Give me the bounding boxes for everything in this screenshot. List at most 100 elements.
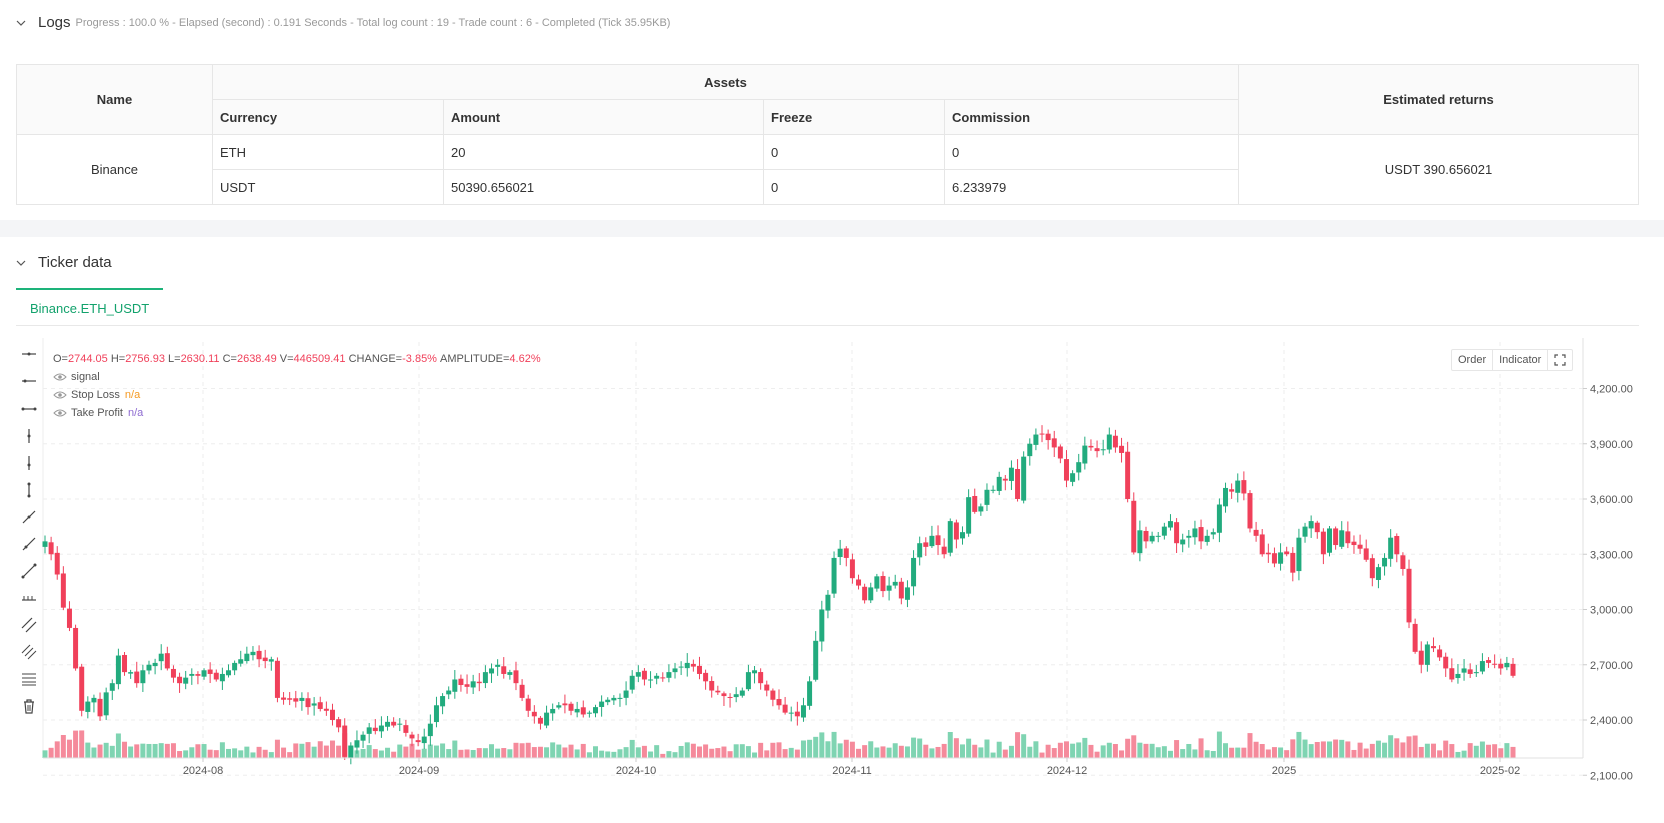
volume-bar [1167, 750, 1173, 758]
candle-body [727, 696, 733, 698]
tab-binance-eth-usdt[interactable]: Binance.ETH_USDT [16, 288, 164, 326]
candle-body [164, 653, 170, 669]
indicator-button[interactable]: Indicator [1492, 350, 1547, 370]
volume-bar [794, 749, 800, 758]
volume-bar [122, 741, 128, 758]
volume-bar [1437, 750, 1443, 758]
trash-icon[interactable] [18, 695, 40, 717]
volume-bar [452, 740, 458, 758]
volume-bar [54, 741, 60, 758]
horizontal-segment-icon[interactable] [18, 398, 40, 420]
volume-bar [1296, 731, 1302, 758]
candle-body [953, 522, 959, 540]
volume-bar [696, 746, 702, 758]
candle-body [972, 495, 978, 512]
candle-body [1351, 541, 1357, 546]
candle-body [788, 712, 794, 714]
price-range-icon[interactable] [18, 587, 40, 609]
candle-body [232, 662, 238, 671]
segment-icon[interactable] [18, 560, 40, 582]
volume-bar [1357, 742, 1363, 758]
logs-header[interactable]: Logs Progress : 100.0 % - Elapsed (secon… [16, 14, 670, 31]
take-profit-legend-item[interactable]: Take Profit n/a [53, 404, 541, 422]
volume-bar [1008, 745, 1014, 758]
candle-body [544, 712, 550, 726]
chevron-down-icon[interactable] [16, 18, 26, 28]
candle-body [666, 672, 672, 678]
candle-body [287, 698, 293, 700]
volume-bar [1369, 743, 1375, 758]
volume-bar [519, 743, 525, 758]
volume-bar [238, 750, 244, 758]
candle-body [360, 734, 366, 741]
candle-body [170, 668, 176, 678]
candle-body [580, 707, 586, 715]
volume-bar [807, 739, 813, 758]
eye-icon[interactable] [53, 390, 67, 400]
x-tick-label: 2025 [1272, 765, 1296, 777]
ticker-header[interactable]: Ticker data [16, 254, 112, 271]
parallel-channel-icon[interactable] [18, 614, 40, 636]
volume-bar [385, 747, 391, 758]
candle-body [54, 552, 60, 575]
fib-retracement-icon[interactable] [18, 668, 40, 690]
candle-body [819, 609, 825, 642]
eye-icon[interactable] [53, 408, 67, 418]
volume-bar [207, 749, 213, 758]
volume-bar [739, 744, 745, 758]
commission-cell: 0 [944, 134, 1239, 170]
candle-body [183, 677, 189, 684]
vertical-line-icon[interactable] [18, 425, 40, 447]
volume-bar [1210, 750, 1216, 758]
candle-body [1259, 534, 1265, 555]
candle-body [329, 709, 335, 720]
volume-bar [177, 751, 183, 758]
candle-body [770, 690, 776, 700]
candle-body [635, 672, 641, 677]
candle-body [48, 542, 54, 555]
eye-icon[interactable] [53, 372, 67, 382]
candle-body [1375, 567, 1381, 580]
volume-bar [1216, 731, 1222, 758]
chevron-down-icon[interactable] [16, 258, 26, 268]
candlestick-chart[interactable]: 4,200.00 3,900.00 3,600.00 3,300.00 3,000.00… [0, 338, 1664, 823]
candle-body [1088, 445, 1094, 448]
fib-channel-icon[interactable] [18, 641, 40, 663]
volume-bar [1186, 743, 1192, 758]
volume-bar [788, 747, 794, 758]
horizontal-ray-icon[interactable] [18, 370, 40, 392]
fullscreen-icon[interactable] [1547, 350, 1572, 370]
candle-body [984, 489, 990, 505]
volume-bar [85, 742, 91, 758]
volume-bar [1461, 750, 1467, 758]
y-tick-label: 3,300.00 [1590, 549, 1633, 561]
candle-body [336, 719, 342, 728]
x-tick-label: 2024-10 [616, 765, 656, 777]
candle-body [629, 675, 635, 690]
candle-body [391, 721, 397, 726]
candle-body [1070, 473, 1076, 482]
trend-line-icon[interactable] [18, 506, 40, 528]
volume-bar [1021, 734, 1027, 758]
volume-bar [629, 739, 635, 758]
chart-panel[interactable]: 4,200.00 3,900.00 3,600.00 3,300.00 3,000.00… [0, 338, 1664, 823]
horizontal-line-icon[interactable] [18, 343, 40, 365]
candle-body [1045, 433, 1051, 441]
stop-loss-legend-item[interactable]: Stop Loss n/a [53, 386, 541, 404]
ray-icon[interactable] [18, 533, 40, 555]
order-button[interactable]: Order [1458, 354, 1487, 366]
volume-bar [862, 745, 868, 758]
signal-legend-item[interactable]: signal [53, 368, 541, 386]
volume-bar [1455, 751, 1461, 758]
vertical-ray-icon[interactable] [18, 452, 40, 474]
volume-bar [1406, 736, 1412, 758]
volume-bar [617, 749, 623, 758]
amount-cell: 20 [443, 134, 764, 170]
volume-bar [849, 741, 855, 758]
volume-bar [1192, 749, 1198, 758]
vertical-segment-icon[interactable] [18, 479, 40, 501]
candle-body [244, 653, 250, 662]
ohlc-readout: O= 2744.05 H= 2756.93 L= 2630.11 C= 2638.49 … [53, 353, 541, 365]
candle-body [660, 677, 666, 679]
volume-bar [1039, 752, 1045, 758]
